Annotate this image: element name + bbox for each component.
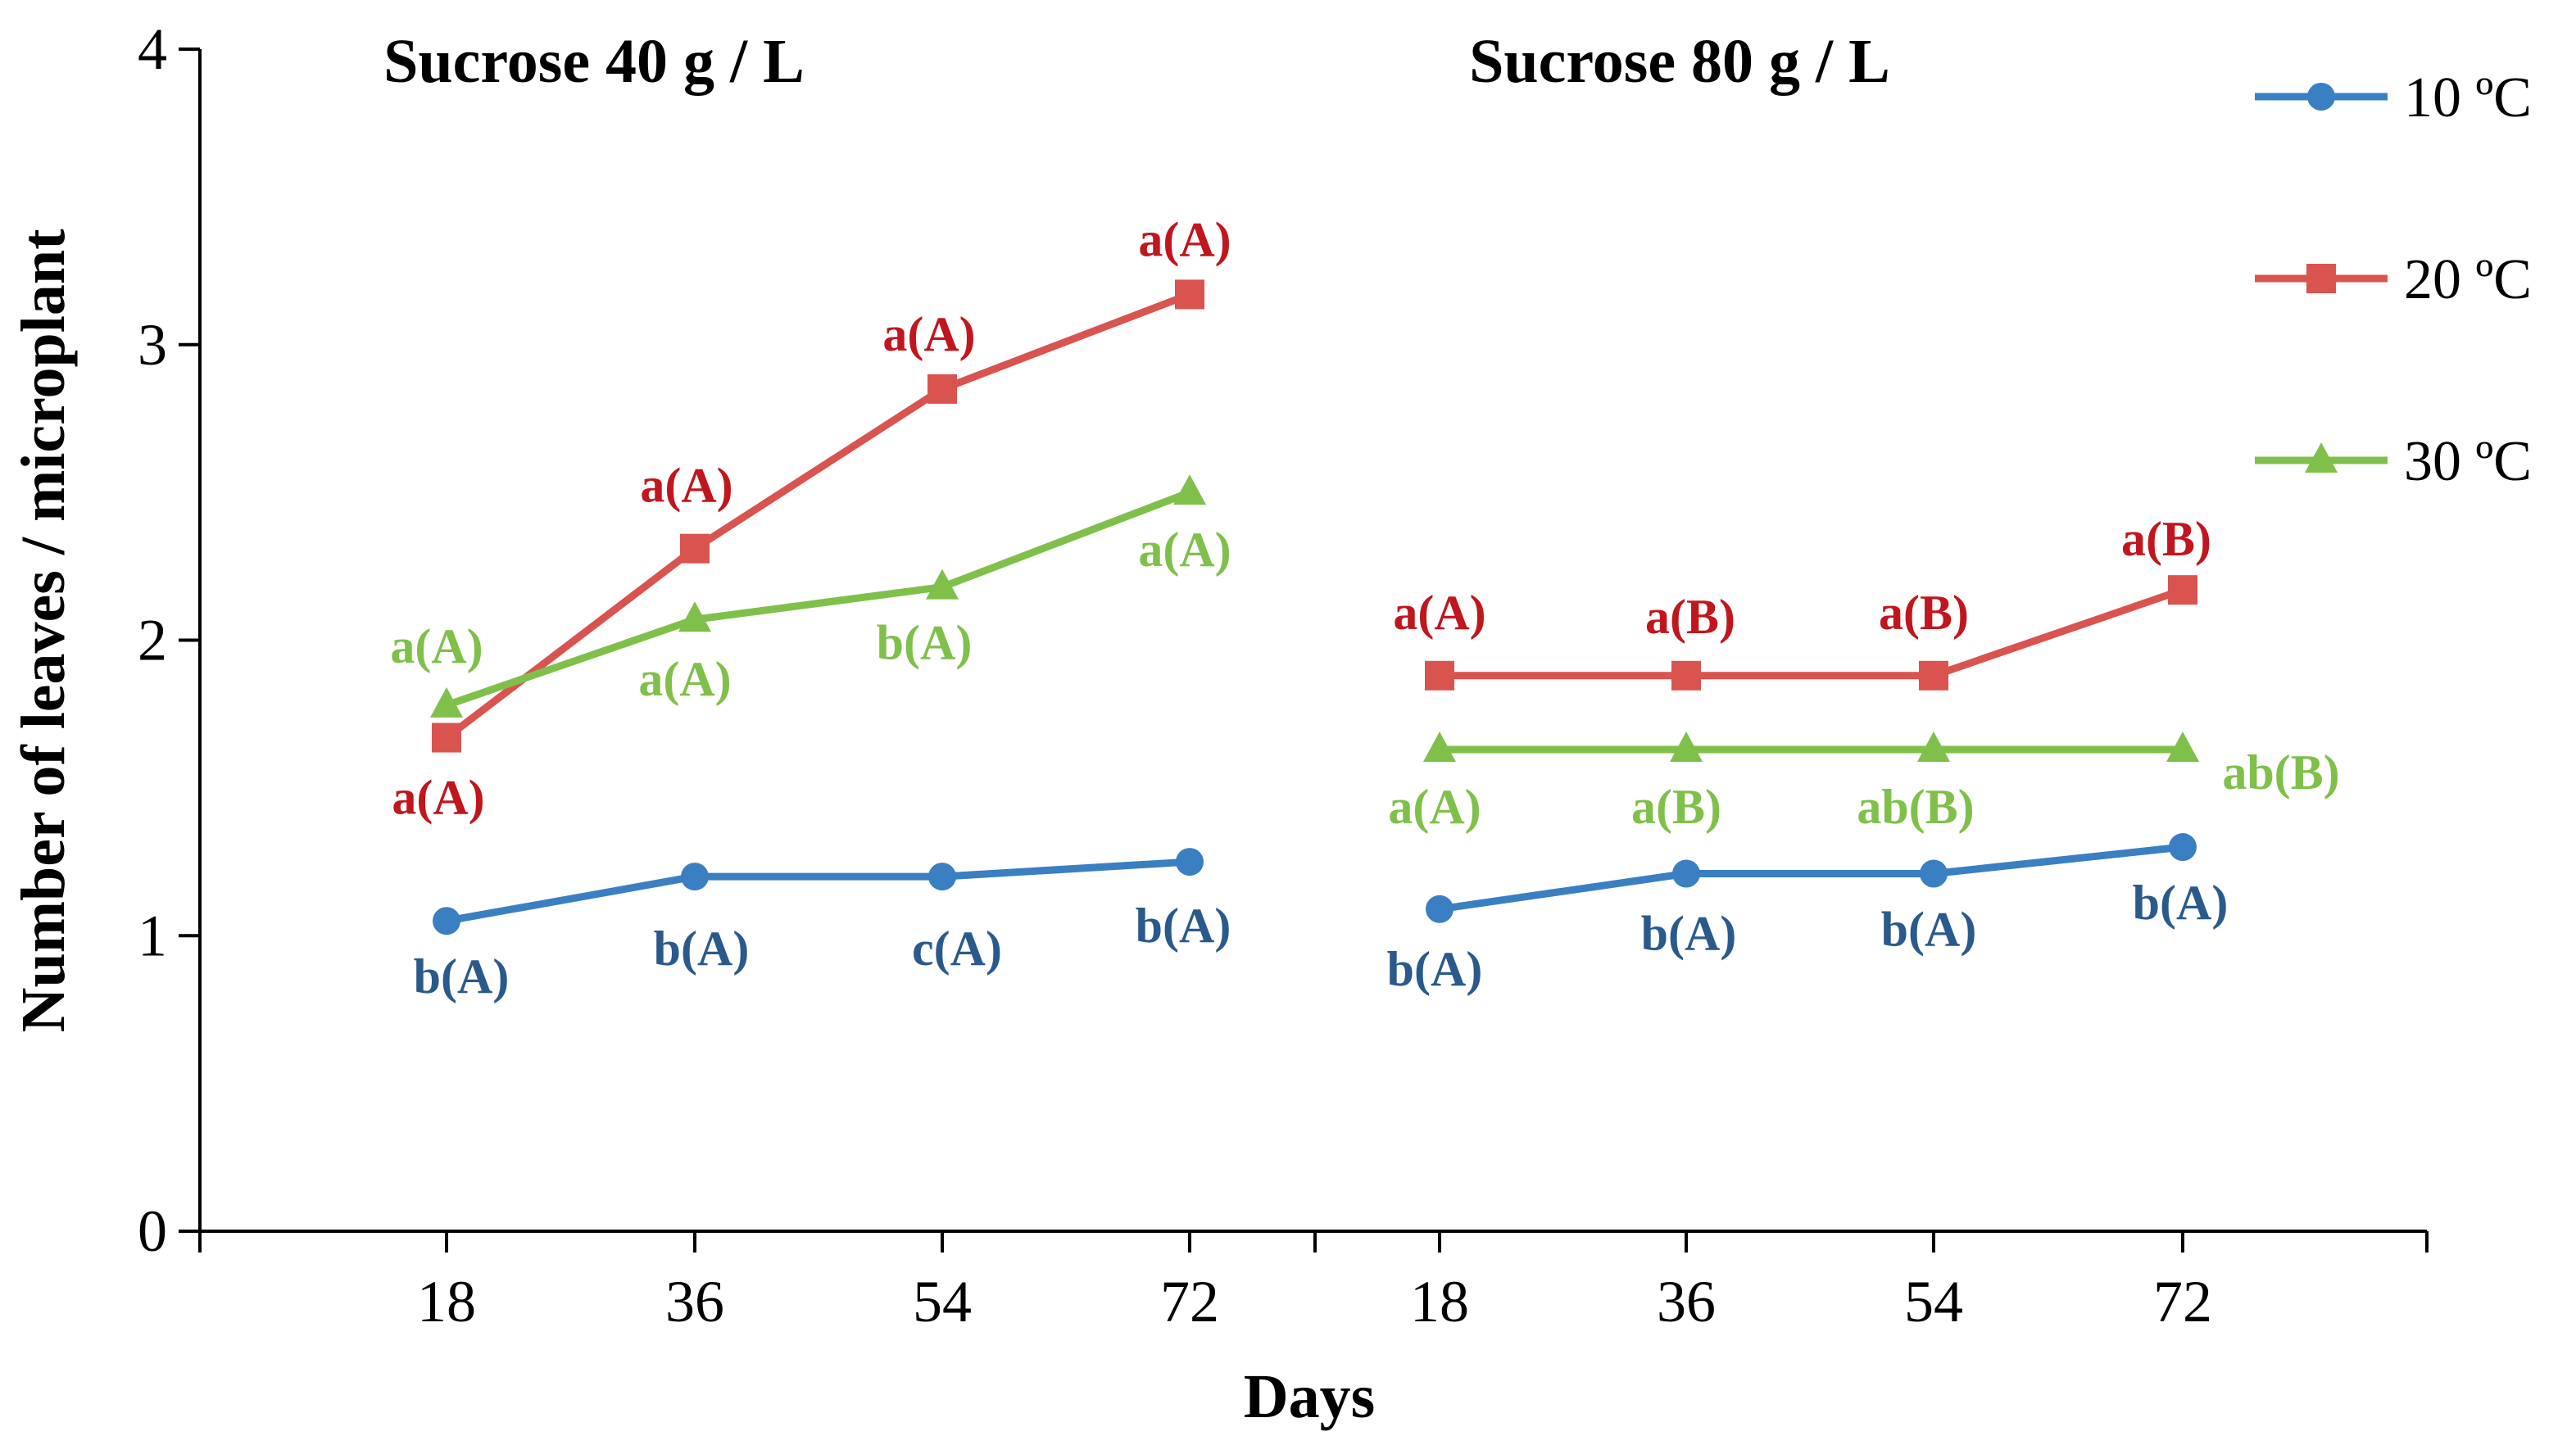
x-tick-label: 36: [1657, 1269, 1716, 1334]
legend-label: 10 ºC: [2404, 66, 2532, 129]
data-point-circle: [1176, 848, 1204, 877]
legend: 10 ºC 20 ºC 30 ºC: [2255, 66, 2532, 493]
data-point-triangle: [430, 686, 463, 718]
data-point-circle: [2307, 83, 2335, 111]
data-point-triangle: [1173, 474, 1206, 505]
data-point-circle: [928, 863, 956, 891]
data-label: a(A): [392, 771, 484, 825]
data-point-square: [432, 722, 461, 753]
data-label: b(A): [414, 949, 510, 1003]
data-point-triangle: [1917, 731, 1950, 762]
data-label: c(A): [912, 922, 1002, 976]
data-label: a(A): [1138, 212, 1231, 266]
data-point-square: [1919, 660, 1948, 691]
data-point-square: [2306, 264, 2336, 293]
data-point-square: [1175, 279, 1204, 310]
y-tick-label: 1: [138, 903, 167, 968]
legend-item: 20 ºC: [2255, 248, 2532, 311]
legend-label: 20 ºC: [2404, 248, 2532, 311]
data-label: b(A): [1641, 906, 1737, 960]
data-label: a(A): [882, 307, 975, 361]
data-label: b(A): [877, 616, 973, 670]
data-point-triangle: [2166, 731, 2199, 762]
series-line: [1439, 843, 2184, 913]
x-tick-label: 54: [1904, 1269, 1963, 1334]
data-label: a(B): [2121, 512, 2211, 566]
data-point-square: [2168, 575, 2197, 605]
x-axis-title: Days: [1244, 1362, 1375, 1431]
data-point-circle: [1672, 859, 1700, 888]
data-label: a(B): [1631, 780, 1721, 834]
data-point-triangle: [1670, 731, 1703, 762]
series-line: [1440, 586, 2184, 680]
data-point-circle: [1426, 895, 1454, 923]
x-tick-label: 72: [2153, 1269, 2212, 1334]
data-label: a(A): [1138, 523, 1231, 577]
axes: 0 1 2 3 4 18 36 54 72 18 36 54 72: [138, 16, 2429, 1334]
point-labels: b(A) b(A) c(A) b(A) a(A) a(A) a(A) a(A) a(A) a(A)…: [390, 212, 2339, 1003]
series-layer: [430, 279, 2199, 935]
data-label: b(A): [1881, 902, 1977, 956]
panel-title: Sucrose 80 g / L: [1469, 27, 1890, 96]
data-point-square: [927, 374, 957, 404]
data-label: a(B): [1645, 590, 1735, 644]
data-label: b(A): [2133, 876, 2229, 930]
x-tick-label: 72: [1160, 1269, 1219, 1334]
data-point-square: [1425, 660, 1454, 691]
data-label: ab(B): [1857, 780, 1974, 834]
data-point-triangle: [1423, 731, 1456, 762]
x-tick-label: 18: [1410, 1269, 1469, 1334]
panel-title: Sucrose 40 g / L: [383, 27, 805, 96]
data-point-circle: [2169, 833, 2197, 862]
data-point-triangle: [926, 568, 959, 600]
data-point-triangle: [2305, 442, 2338, 473]
x-tick-label: 54: [913, 1269, 972, 1334]
x-tick-label: 18: [417, 1269, 476, 1334]
data-point-square: [1671, 660, 1701, 691]
data-label: a(A): [1393, 586, 1485, 640]
series-line: [446, 858, 1190, 925]
y-tick-label: 4: [138, 16, 167, 82]
y-axis-title: Number of leaves / microplant: [9, 229, 78, 1033]
data-label: a(A): [640, 459, 732, 513]
y-tick-label: 3: [138, 312, 167, 378]
legend-item: 10 ºC: [2255, 66, 2532, 129]
data-point-circle: [1920, 859, 1948, 888]
data-label: a(A): [390, 619, 483, 673]
data-label: b(A): [1136, 899, 1231, 953]
data-point-square: [680, 533, 710, 564]
y-tick-label: 2: [138, 608, 167, 673]
data-point-triangle: [678, 601, 711, 632]
legend-label: 30 ºC: [2404, 430, 2532, 493]
data-label: ab(B): [2222, 745, 2339, 800]
data-label: a(A): [1388, 780, 1481, 834]
data-label: a(B): [1879, 586, 1969, 640]
data-point-circle: [433, 907, 460, 935]
legend-item: 30 ºC: [2255, 430, 2532, 493]
data-point-circle: [681, 863, 709, 891]
panel-titles: Sucrose 40 g / L Sucrose 80 g / L: [383, 27, 1890, 96]
y-tick-label: 0: [138, 1198, 167, 1264]
data-label: b(A): [654, 922, 750, 976]
data-label: b(A): [1387, 942, 1483, 996]
series-line: [445, 488, 1191, 709]
data-label: a(A): [638, 652, 731, 706]
series-line: [444, 291, 1191, 741]
x-tick-label: 36: [665, 1269, 724, 1334]
